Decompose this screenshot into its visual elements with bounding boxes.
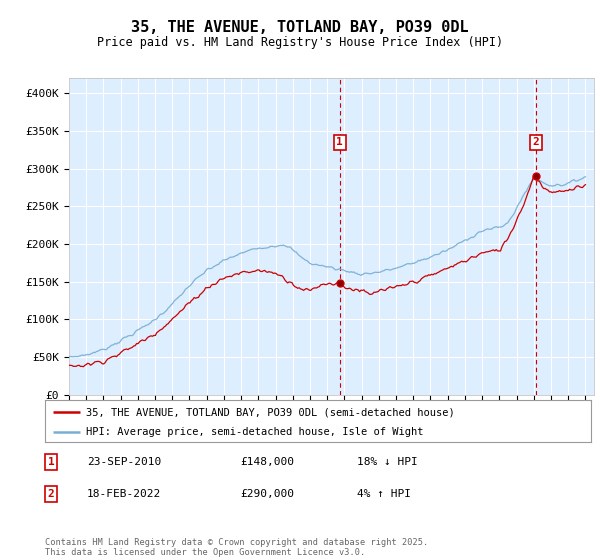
- Text: 2: 2: [532, 137, 539, 147]
- Text: £148,000: £148,000: [240, 457, 294, 467]
- Text: 4% ↑ HPI: 4% ↑ HPI: [357, 489, 411, 499]
- Text: 35, THE AVENUE, TOTLAND BAY, PO39 0DL (semi-detached house): 35, THE AVENUE, TOTLAND BAY, PO39 0DL (s…: [86, 407, 455, 417]
- Text: HPI: Average price, semi-detached house, Isle of Wight: HPI: Average price, semi-detached house,…: [86, 427, 424, 437]
- Text: £290,000: £290,000: [240, 489, 294, 499]
- Text: Price paid vs. HM Land Registry's House Price Index (HPI): Price paid vs. HM Land Registry's House …: [97, 36, 503, 49]
- Text: 2: 2: [47, 489, 55, 499]
- Text: Contains HM Land Registry data © Crown copyright and database right 2025.
This d: Contains HM Land Registry data © Crown c…: [45, 538, 428, 557]
- Text: 1: 1: [47, 457, 55, 467]
- Text: 1: 1: [337, 137, 343, 147]
- Text: 23-SEP-2010: 23-SEP-2010: [87, 457, 161, 467]
- Text: 35, THE AVENUE, TOTLAND BAY, PO39 0DL: 35, THE AVENUE, TOTLAND BAY, PO39 0DL: [131, 20, 469, 35]
- Text: 18-FEB-2022: 18-FEB-2022: [87, 489, 161, 499]
- Text: 18% ↓ HPI: 18% ↓ HPI: [357, 457, 418, 467]
